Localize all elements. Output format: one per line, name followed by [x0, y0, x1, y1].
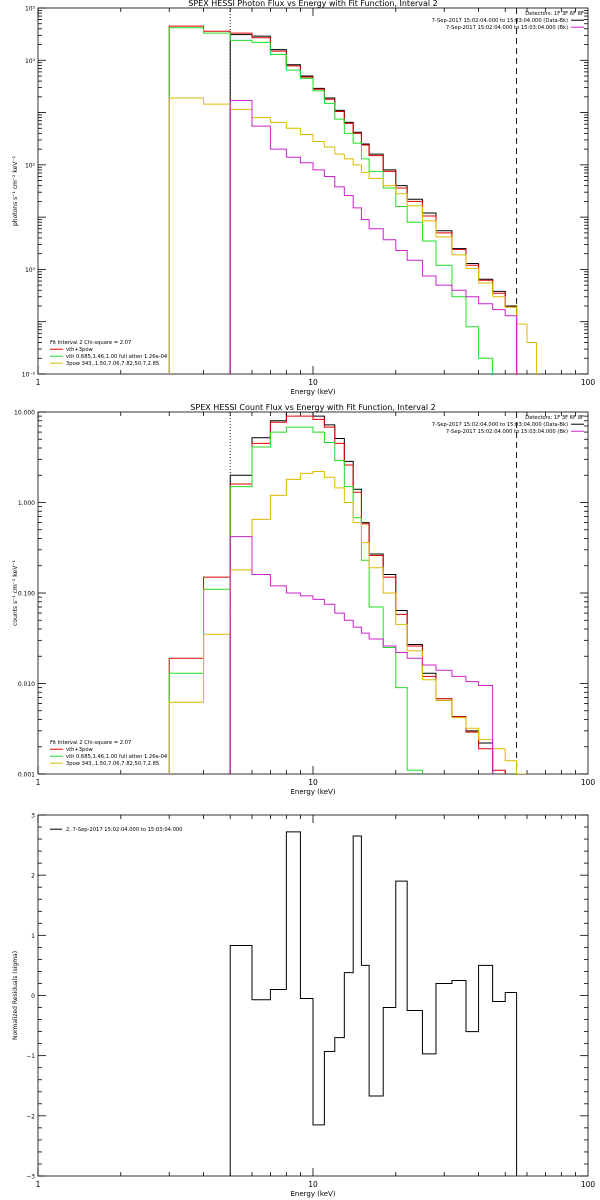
- y-tick-label: 0: [31, 993, 35, 1000]
- x-tick-label: 100: [581, 378, 596, 387]
- info-line: 7-Sep-2017 15:02:04.000 to 15:03:04.000 …: [432, 18, 568, 24]
- series-vth: [168, 27, 494, 374]
- legend-label: vth+3pow: [66, 347, 94, 353]
- legend-label: 3pow 343.,1.50,7.06,7.82,50.7,2.85: [66, 761, 159, 767]
- y-tick-label: 1.000: [18, 500, 35, 507]
- y-axis-label: photons s⁻¹ cm⁻² keV⁻¹: [12, 155, 19, 226]
- y-tick-label: 10.000: [14, 410, 35, 417]
- info-line: 7-Sep-2017 15:02:04.000 to 15:03:04.000 …: [446, 25, 568, 31]
- x-tick-label: 10: [308, 1180, 318, 1189]
- info-line: 7-Sep-2017 15:02:04.000 to 15:03:04.000 …: [446, 429, 568, 435]
- y-tick-label: 0.100: [18, 591, 35, 598]
- chart-panel-3: 1 10 100 Energy (keV) −3 −2 −1 0 1 2 3 Normalized R…: [12, 813, 595, 1199]
- x-tick-label: 100: [581, 778, 596, 787]
- y-tick-label: 10⁻²: [22, 372, 36, 379]
- plot-area: [168, 8, 538, 374]
- legend-label: vth 0.685,1.46,1.00 full atten 1.26e-04: [66, 754, 168, 760]
- legend-label: vth 0.685,1.46,1.00 full atten 1.26e-04: [66, 354, 168, 360]
- series-data-bk: [229, 412, 494, 774]
- series-vth-3pow: [168, 415, 506, 774]
- y-axis-label: Normalized Residuals (sigma): [12, 951, 19, 1040]
- plot-frame: [37, 7, 589, 375]
- y-tick-label: 10⁴: [25, 58, 36, 65]
- y-tick-label: 1: [31, 933, 35, 940]
- x-tick-label: 10: [308, 778, 318, 787]
- series-3pow: [168, 97, 538, 374]
- chart-title: SPEX HESSI Count Flux vs Energy with Fit…: [190, 403, 435, 412]
- series-vth-3pow: [168, 25, 518, 374]
- legend-label: 2, 7-Sep-2017 15:02:04.000 to 15:03:04.0…: [66, 827, 182, 833]
- x-tick-label: 1: [36, 378, 41, 387]
- legend-label: Fit Interval 2 Chi-square = 2.07: [50, 340, 131, 346]
- info-line: 7-Sep-2017 15:02:04.000 to 15:03:04.000 …: [432, 422, 568, 428]
- chart-panel-2: SPEX HESSI Count Flux vs Energy with Fit…: [12, 403, 595, 796]
- y-tick-label: −3: [26, 1174, 35, 1181]
- info-line: Detectors: 1F 3F 6F 8F: [525, 415, 584, 421]
- y-axis-label: counts s⁻¹ cm⁻² keV⁻¹: [12, 560, 19, 626]
- x-tick-label: 1: [36, 1180, 41, 1189]
- series-vth: [168, 426, 423, 774]
- y-tick-label: 2: [31, 873, 35, 880]
- y-tick-label: 3: [31, 813, 35, 820]
- x-axis-label: Energy (keV): [290, 788, 335, 796]
- y-tick-label: 10²: [25, 162, 36, 169]
- series-bk: [229, 536, 494, 774]
- x-tick-label: 100: [581, 1180, 596, 1189]
- legend-label: vth+3pow: [66, 747, 94, 753]
- series-data-bk: [229, 34, 518, 374]
- y-tick-label: 0.010: [18, 681, 35, 688]
- y-tick-label: −2: [26, 1113, 35, 1120]
- x-axis-label: Energy (keV): [290, 388, 335, 396]
- chart-panel-1: SPEX HESSI Photon Flux vs Energy with Fi…: [12, 0, 595, 396]
- info-line: Detectors: 1F 3F 6F 8F: [525, 11, 584, 17]
- plot-area: [229, 831, 518, 1176]
- y-tick-label: −1: [26, 1053, 35, 1060]
- x-tick-label: 1: [36, 778, 41, 787]
- series-3pow: [168, 471, 527, 774]
- legend-label: Fit Interval 2 Chi-square = 2.07: [50, 740, 131, 746]
- legend-label: 3pow 343.,1.50,7.06,7.82,50.7,2.85: [66, 361, 159, 367]
- plot-area: [168, 412, 527, 774]
- y-tick-label: 10⁵: [25, 6, 36, 13]
- series-bk: [229, 100, 518, 374]
- y-tick-label: 0.001: [18, 772, 35, 779]
- series-2-7-sep-2017-15-02-04-000-to-15-03-04-000: [229, 831, 518, 1176]
- y-tick-label: 10⁰: [25, 267, 36, 274]
- plot-frame: [37, 411, 589, 775]
- chart-title: SPEX HESSI Photon Flux vs Energy with Fi…: [188, 0, 438, 8]
- x-tick-label: 10: [308, 378, 318, 387]
- x-axis-label: Energy (keV): [290, 1190, 335, 1198]
